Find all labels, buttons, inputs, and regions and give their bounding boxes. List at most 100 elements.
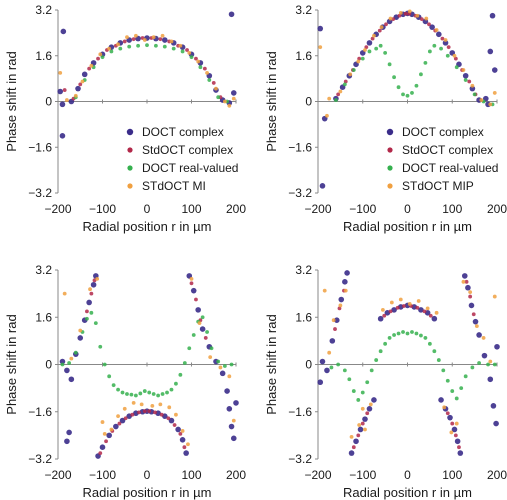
data-point	[414, 331, 419, 336]
data-point	[227, 374, 232, 379]
data-point	[98, 451, 103, 455]
data-point	[59, 358, 66, 365]
data-point	[333, 327, 337, 331]
data-point	[415, 305, 420, 310]
data-point	[133, 393, 138, 398]
data-point	[470, 83, 475, 88]
data-point	[380, 307, 385, 312]
data-point	[372, 33, 376, 38]
data-point	[131, 37, 136, 42]
data-point	[371, 397, 377, 403]
data-point	[363, 48, 367, 52]
y-tick-label: −3.2	[28, 186, 52, 200]
legend-label: DOCT complex	[142, 125, 224, 139]
data-point	[436, 31, 442, 38]
data-point	[168, 417, 175, 424]
data-point	[233, 400, 239, 406]
data-point	[487, 376, 494, 383]
data-point	[356, 398, 361, 402]
data-point	[374, 358, 379, 362]
data-point	[125, 392, 129, 396]
data-point	[172, 423, 177, 427]
data-point	[331, 318, 336, 323]
data-point	[344, 270, 350, 276]
chart-panel-1: 3.2 1.6 0 −1.6 −3.2 −200 −100 0 100 200 Radial pos…	[4, 3, 246, 234]
data-point	[449, 430, 454, 435]
data-point	[230, 90, 237, 96]
series-1	[317, 270, 500, 456]
series-3	[329, 330, 497, 402]
data-point	[178, 43, 183, 48]
data-point	[189, 281, 194, 286]
data-point	[428, 313, 433, 318]
data-point	[384, 22, 388, 27]
data-point	[58, 71, 63, 75]
data-point	[195, 307, 201, 313]
data-point	[356, 59, 361, 64]
data-point	[343, 288, 348, 293]
data-point	[403, 11, 408, 16]
data-point	[369, 368, 374, 373]
data-point	[479, 98, 484, 102]
data-point	[443, 38, 448, 42]
legend-marker	[126, 128, 134, 136]
data-point	[211, 81, 216, 85]
data-point	[414, 83, 419, 88]
series-2	[85, 278, 208, 455]
data-point	[69, 356, 74, 361]
data-point	[324, 367, 330, 374]
data-point	[62, 291, 67, 296]
data-point	[405, 93, 410, 98]
chart-panel-3: 3.2 1.6 0 −1.6 −3.2 −200 −100 0 100 200 Radial pos…	[4, 263, 246, 500]
x-tick-label: −100	[349, 202, 376, 216]
data-point	[461, 273, 468, 279]
data-point	[329, 365, 334, 370]
x-tick-label: 200	[226, 202, 246, 216]
data-point	[122, 39, 127, 44]
y-tick-label: −1.6	[28, 140, 52, 154]
series-1	[59, 273, 239, 459]
x-tick-label: 0	[404, 202, 411, 216]
data-point	[123, 416, 128, 421]
data-point	[450, 421, 455, 426]
series-3	[60, 310, 234, 398]
series-4	[62, 276, 236, 447]
data-point	[416, 299, 421, 303]
legend-label: StdOCT complex	[142, 143, 233, 157]
data-point	[396, 85, 401, 90]
data-point	[392, 75, 396, 80]
data-point	[319, 183, 326, 189]
series-4	[58, 33, 236, 108]
data-point	[457, 445, 461, 450]
data-point	[446, 45, 451, 50]
data-point	[338, 89, 343, 94]
data-point	[452, 53, 457, 58]
data-point	[489, 12, 496, 19]
data-point	[432, 349, 437, 354]
x-tick-label: 200	[226, 468, 246, 482]
data-point	[445, 53, 450, 58]
data-point	[388, 309, 393, 314]
data-point	[228, 11, 235, 18]
data-point	[424, 16, 429, 21]
data-point	[162, 37, 168, 43]
data-point	[85, 309, 89, 314]
data-point	[481, 352, 488, 359]
data-point	[418, 307, 424, 313]
data-point	[427, 22, 431, 27]
data-point	[183, 450, 189, 456]
data-point	[463, 78, 468, 82]
data-point	[227, 103, 232, 108]
data-point	[445, 411, 450, 416]
data-point	[319, 358, 326, 365]
data-point	[98, 52, 103, 57]
data-point	[209, 346, 214, 351]
data-point	[436, 358, 441, 362]
legend-label: DOCT real-valued	[142, 161, 238, 175]
data-point	[438, 397, 444, 403]
data-point	[154, 43, 158, 48]
data-point	[454, 421, 459, 426]
data-point	[468, 302, 475, 309]
data-point	[342, 368, 347, 373]
data-point	[362, 416, 368, 422]
